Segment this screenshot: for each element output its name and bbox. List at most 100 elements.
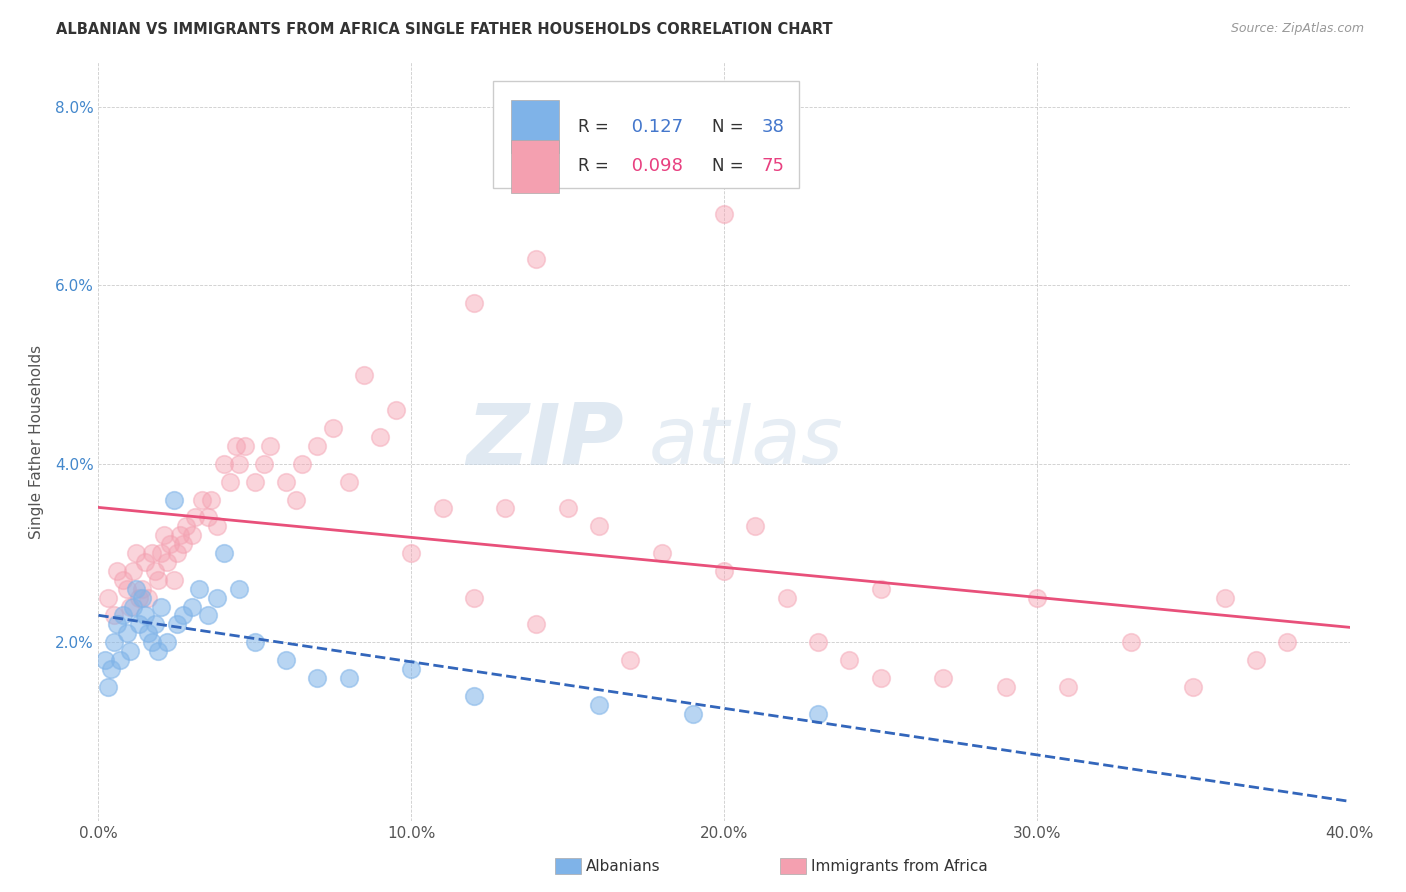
Text: N =: N = [711,157,748,176]
Point [207,519,229,533]
Point [143,617,166,632]
Point [103,635,125,649]
Point [197,510,219,524]
Point [463,689,485,703]
Text: 0.127: 0.127 [627,118,683,136]
Point [181,599,204,614]
Point [494,501,516,516]
Point [146,573,169,587]
Point [143,564,166,578]
Point [118,644,141,658]
Point [337,671,360,685]
Point [156,635,179,649]
Point [100,662,122,676]
Point [1182,680,1205,694]
Point [274,653,298,667]
Point [156,555,179,569]
Point [307,439,329,453]
Point [243,475,266,489]
Point [112,608,135,623]
Point [401,662,423,676]
Point [776,591,799,605]
Point [432,501,454,516]
Point [932,671,955,685]
Point [869,671,891,685]
Point [150,599,173,614]
Point [337,475,360,489]
Point [128,591,150,605]
Point [1277,635,1299,649]
Point [172,537,194,551]
Point [115,626,138,640]
Point [93,653,115,667]
Point [200,492,222,507]
Point [169,528,191,542]
Point [713,207,735,221]
Point [146,644,169,658]
Point [401,546,423,560]
Point [207,591,229,605]
Point [682,706,704,721]
Point [141,635,163,649]
Point [118,599,141,614]
Point [187,582,209,596]
Point [619,653,641,667]
Point [162,492,184,507]
Point [125,582,148,596]
Point [218,475,240,489]
Point [713,564,735,578]
Point [463,591,485,605]
Point [103,608,125,623]
Text: Immigrants from Africa: Immigrants from Africa [811,859,988,873]
Point [138,626,160,640]
Point [105,617,128,632]
Text: 38: 38 [762,118,785,136]
Point [994,680,1017,694]
Point [153,528,176,542]
Point [197,608,219,623]
Point [307,671,329,685]
Point [97,591,120,605]
Point [744,519,766,533]
Point [150,546,173,560]
FancyBboxPatch shape [512,101,560,153]
Point [125,546,148,560]
Point [138,591,160,605]
Point [128,617,150,632]
Point [1244,653,1267,667]
Text: ALBANIAN VS IMMIGRANTS FROM AFRICA SINGLE FATHER HOUSEHOLDS CORRELATION CHART: ALBANIAN VS IMMIGRANTS FROM AFRICA SINGL… [56,22,832,37]
Point [588,519,610,533]
Point [134,555,156,569]
Text: R =: R = [578,157,613,176]
Point [353,368,375,382]
Point [869,582,891,596]
Point [1057,680,1080,694]
Point [807,635,830,649]
Point [228,582,250,596]
Point [97,680,120,694]
Point [243,635,266,649]
Text: N =: N = [711,118,748,136]
Text: 0.098: 0.098 [627,157,683,176]
Point [274,475,298,489]
Point [650,546,672,560]
Point [172,608,194,623]
Point [526,617,548,632]
FancyBboxPatch shape [512,140,560,193]
Point [588,698,610,712]
Point [1213,591,1236,605]
FancyBboxPatch shape [492,81,799,187]
Point [1026,591,1049,605]
Point [291,457,314,471]
Point [159,537,181,551]
Point [253,457,276,471]
Text: R =: R = [578,118,613,136]
Point [141,546,163,560]
Point [112,573,135,587]
Point [463,296,485,310]
Point [526,252,548,266]
Point [225,439,247,453]
Point [174,519,197,533]
Point [121,599,143,614]
Point [110,653,132,667]
